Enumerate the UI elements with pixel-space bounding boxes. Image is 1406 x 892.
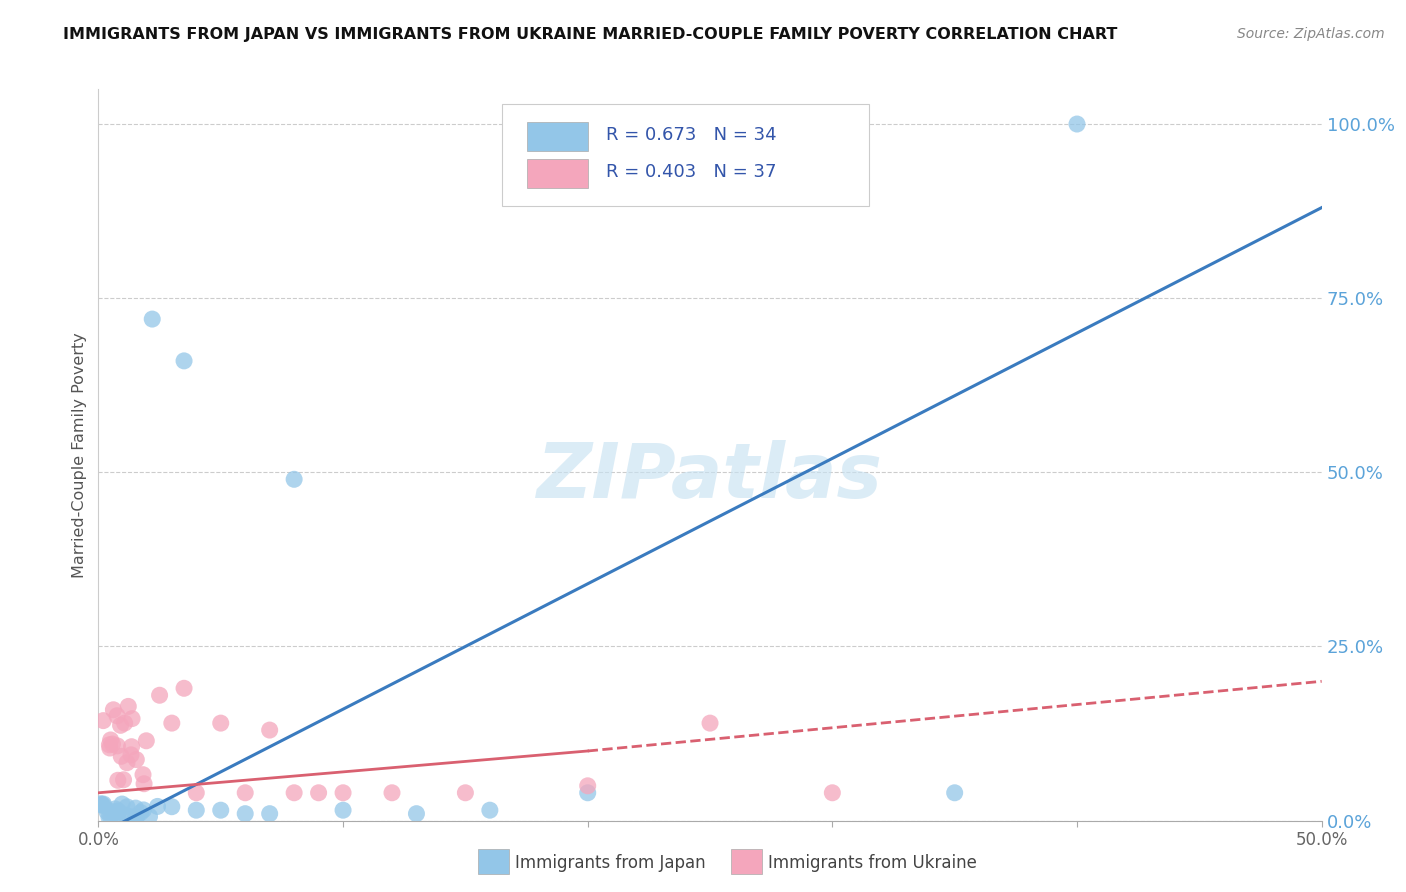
Point bbox=[125, 753, 148, 767]
Point bbox=[100, 810, 122, 824]
Point bbox=[93, 797, 115, 811]
Point bbox=[259, 723, 281, 737]
Point bbox=[110, 749, 132, 764]
Point bbox=[129, 805, 152, 820]
Point bbox=[821, 786, 844, 800]
Point bbox=[121, 739, 143, 754]
Point bbox=[209, 716, 232, 731]
Point bbox=[124, 812, 146, 826]
Point bbox=[101, 737, 124, 751]
Point bbox=[112, 772, 135, 787]
Point bbox=[98, 810, 121, 824]
Point bbox=[259, 806, 281, 821]
Point bbox=[104, 802, 127, 816]
Point bbox=[111, 797, 134, 811]
Point bbox=[943, 786, 966, 800]
Point bbox=[576, 786, 599, 800]
Point bbox=[141, 312, 163, 326]
Point bbox=[90, 797, 112, 811]
Point bbox=[283, 472, 305, 486]
Text: Source: ZipAtlas.com: Source: ZipAtlas.com bbox=[1237, 27, 1385, 41]
Point bbox=[1066, 117, 1088, 131]
Point bbox=[100, 805, 122, 819]
Text: ZIPatlas: ZIPatlas bbox=[537, 440, 883, 514]
Point bbox=[114, 716, 136, 731]
Point bbox=[454, 786, 477, 800]
Point bbox=[103, 703, 125, 717]
Point bbox=[381, 786, 404, 800]
Point bbox=[110, 718, 132, 732]
Point bbox=[135, 733, 157, 747]
Point bbox=[332, 803, 354, 817]
Point bbox=[105, 806, 128, 821]
Bar bbox=[527, 122, 588, 152]
Point bbox=[98, 738, 121, 752]
Text: Immigrants from Ukraine: Immigrants from Ukraine bbox=[768, 854, 977, 871]
Point bbox=[100, 733, 122, 747]
Point bbox=[149, 688, 172, 702]
Y-axis label: Married-Couple Family Poverty: Married-Couple Family Poverty bbox=[72, 332, 87, 578]
Point bbox=[115, 800, 138, 814]
Point bbox=[107, 804, 129, 818]
Point bbox=[138, 809, 160, 823]
Point bbox=[91, 798, 114, 813]
Point bbox=[173, 354, 195, 368]
Point bbox=[478, 803, 501, 817]
Point bbox=[132, 803, 155, 817]
Point bbox=[146, 799, 169, 814]
Point bbox=[90, 797, 112, 812]
Point bbox=[186, 786, 208, 800]
Point bbox=[107, 811, 129, 825]
Point bbox=[125, 810, 148, 824]
Point bbox=[115, 756, 138, 770]
Point bbox=[98, 741, 121, 756]
Point bbox=[160, 799, 183, 814]
Point bbox=[173, 681, 195, 696]
Point bbox=[121, 712, 143, 726]
Point bbox=[124, 801, 146, 815]
Text: Immigrants from Japan: Immigrants from Japan bbox=[515, 854, 706, 871]
Text: R = 0.673   N = 34: R = 0.673 N = 34 bbox=[606, 127, 776, 145]
Point bbox=[405, 806, 427, 821]
Point bbox=[233, 786, 256, 800]
Point bbox=[132, 767, 155, 781]
Point bbox=[121, 810, 143, 824]
Point bbox=[107, 739, 129, 753]
Point bbox=[96, 805, 118, 819]
Point bbox=[105, 708, 128, 723]
FancyBboxPatch shape bbox=[502, 103, 869, 206]
Point bbox=[132, 777, 155, 791]
Bar bbox=[527, 159, 588, 188]
Text: R = 0.403   N = 37: R = 0.403 N = 37 bbox=[606, 163, 776, 181]
Point bbox=[107, 773, 129, 788]
Point bbox=[91, 714, 114, 728]
Point bbox=[699, 716, 721, 731]
Point bbox=[233, 806, 256, 821]
Point bbox=[107, 804, 129, 818]
Point bbox=[160, 716, 183, 731]
Point bbox=[576, 779, 599, 793]
Point bbox=[117, 699, 139, 714]
Point bbox=[120, 747, 142, 762]
Point bbox=[186, 803, 208, 817]
Point bbox=[209, 803, 232, 817]
Point bbox=[114, 808, 136, 822]
Point bbox=[308, 786, 330, 800]
Point bbox=[332, 786, 354, 800]
Point bbox=[125, 811, 148, 825]
Text: IMMIGRANTS FROM JAPAN VS IMMIGRANTS FROM UKRAINE MARRIED-COUPLE FAMILY POVERTY C: IMMIGRANTS FROM JAPAN VS IMMIGRANTS FROM… bbox=[63, 27, 1118, 42]
Point bbox=[283, 786, 305, 800]
